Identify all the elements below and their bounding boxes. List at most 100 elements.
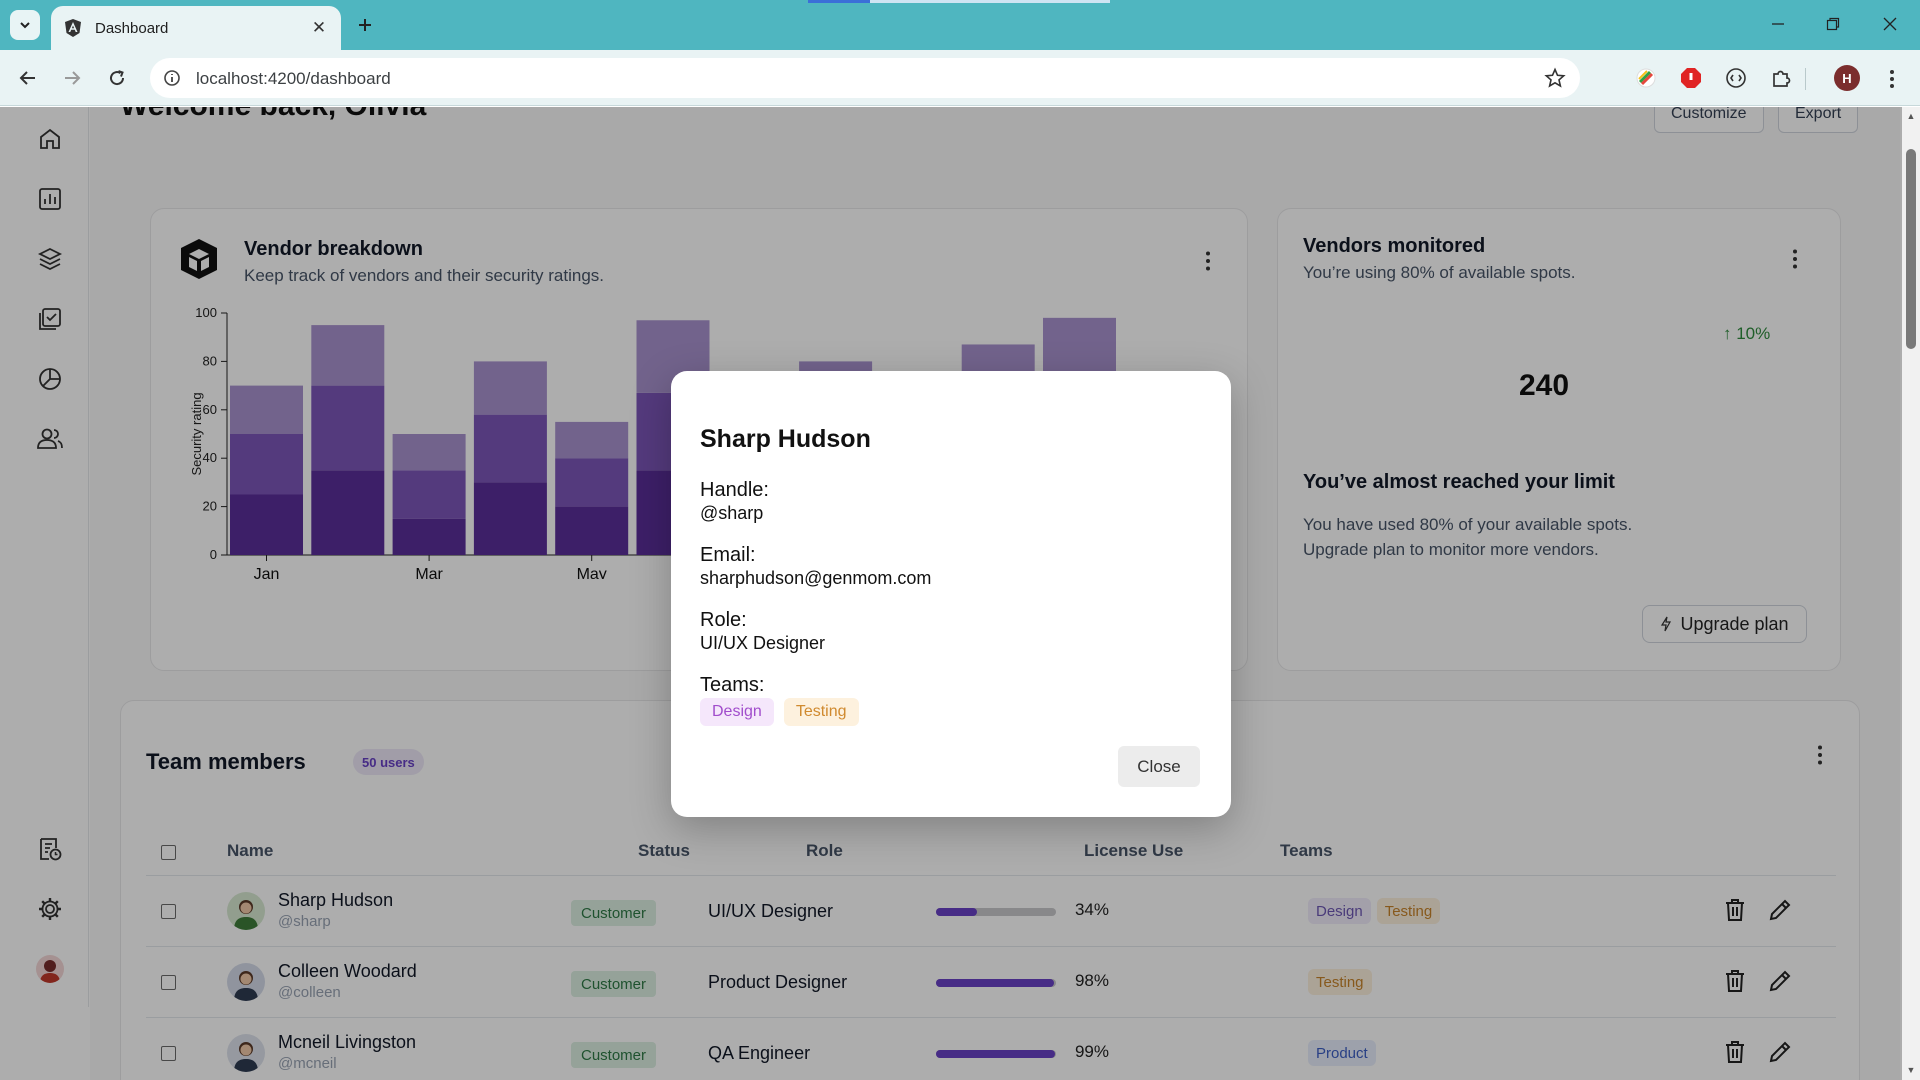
back-button[interactable] bbox=[14, 64, 42, 92]
export-button[interactable]: Export bbox=[1778, 107, 1859, 133]
table-row[interactable]: Sharp Hudson @sharp Customer UI/UX Desig… bbox=[146, 875, 1836, 946]
delete-button[interactable] bbox=[1721, 1038, 1749, 1066]
window-close-button[interactable] bbox=[1870, 8, 1910, 40]
extensions-puzzle-icon[interactable] bbox=[1768, 65, 1794, 91]
loading-bar bbox=[808, 0, 870, 3]
chart-bar-segment bbox=[311, 385, 385, 471]
x-tick-label: Jan bbox=[254, 566, 280, 579]
tab-close-icon[interactable]: ✕ bbox=[311, 18, 327, 37]
sidebar-item-analytics[interactable] bbox=[34, 363, 66, 395]
minimize-button[interactable] bbox=[1758, 8, 1798, 40]
scrollbar-thumb[interactable] bbox=[1906, 149, 1916, 349]
member-role: Product Designer bbox=[708, 972, 848, 992]
reload-icon bbox=[110, 70, 125, 86]
pie-chart-icon bbox=[39, 368, 61, 390]
sidebar-item-layers[interactable] bbox=[34, 243, 66, 275]
edit-button[interactable] bbox=[1766, 1038, 1794, 1066]
extension-stop-icon[interactable] bbox=[1678, 65, 1704, 91]
edit-button[interactable] bbox=[1766, 896, 1794, 924]
checklist-icon bbox=[39, 308, 61, 330]
modal-close-button[interactable]: Close bbox=[1118, 746, 1200, 787]
status-badge: Customer bbox=[571, 900, 657, 926]
vendors-monitored-card: Vendors monitored You’re using 80% of av… bbox=[1277, 208, 1841, 671]
sidebar-item-reports[interactable] bbox=[34, 183, 66, 215]
address-bar[interactable]: localhost:4200/dashboard bbox=[150, 58, 1580, 98]
sidebar-item-home[interactable] bbox=[34, 123, 66, 155]
y-tick-label: 0 bbox=[210, 547, 217, 562]
license-progress-fill bbox=[936, 1050, 1055, 1058]
user-count-badge: 50 users bbox=[353, 749, 424, 775]
column-header-status[interactable]: Status bbox=[638, 841, 690, 860]
extension-code-icon[interactable] bbox=[1723, 65, 1749, 91]
scroll-down-arrow-icon[interactable]: ▼ bbox=[1906, 1065, 1916, 1075]
chart-bar-segment bbox=[473, 361, 547, 415]
toolbar-divider bbox=[1805, 68, 1806, 90]
member-role: QA Engineer bbox=[708, 1043, 811, 1063]
new-tab-button[interactable] bbox=[352, 12, 378, 38]
table-row[interactable]: Mcneil Livingston @mcneil Customer QA En… bbox=[146, 1017, 1836, 1080]
member-name: Colleen Woodard bbox=[278, 961, 417, 981]
avatar bbox=[227, 963, 265, 1001]
scroll-up-arrow-icon[interactable]: ▲ bbox=[1906, 111, 1916, 121]
column-header-name[interactable]: Name bbox=[227, 841, 274, 860]
modal-handle-value: @sharp bbox=[700, 503, 764, 523]
delete-button[interactable] bbox=[1721, 967, 1749, 995]
table-row[interactable]: Colleen Woodard @colleen Customer Produc… bbox=[146, 946, 1836, 1017]
forward-button[interactable] bbox=[58, 64, 86, 92]
license-percent: 34% bbox=[1074, 900, 1109, 919]
restore-button[interactable] bbox=[1813, 8, 1853, 40]
vendors-monitored-title: Vendors monitored bbox=[1303, 235, 1486, 257]
sidebar-item-settings[interactable] bbox=[34, 893, 66, 925]
chart-bar-segment bbox=[473, 482, 547, 555]
team-members-menu[interactable] bbox=[1808, 743, 1832, 767]
browser-toolbar: localhost:4200/dashboard H bbox=[0, 50, 1920, 106]
plus-icon bbox=[359, 19, 371, 31]
member-handle: @colleen bbox=[278, 984, 341, 1001]
y-tick-label: 100 bbox=[195, 305, 217, 320]
page-title: Welcome back, Olivia bbox=[120, 107, 426, 123]
row-checkbox[interactable] bbox=[161, 904, 176, 919]
vendors-monitored-menu[interactable] bbox=[1783, 247, 1807, 271]
vendor-breakdown-menu[interactable] bbox=[1196, 249, 1220, 273]
select-all-checkbox[interactable] bbox=[161, 845, 176, 860]
trash-icon bbox=[1726, 1041, 1744, 1063]
browser-menu-button[interactable] bbox=[1882, 66, 1902, 92]
row-checkbox[interactable] bbox=[161, 1046, 176, 1061]
browser-tab-dashboard[interactable]: Dashboard ✕ bbox=[51, 6, 341, 50]
chart-bar-segment bbox=[392, 518, 466, 555]
reload-button[interactable] bbox=[103, 64, 131, 92]
page-scrollbar[interactable]: ▲ ▼ bbox=[1902, 107, 1920, 1080]
delete-button[interactable] bbox=[1721, 896, 1749, 924]
sidebar-item-users[interactable] bbox=[34, 423, 66, 455]
user-avatar[interactable] bbox=[36, 955, 64, 983]
y-tick-label: 40 bbox=[203, 450, 217, 465]
team-badge: Testing bbox=[1308, 969, 1372, 995]
row-checkbox[interactable] bbox=[161, 975, 176, 990]
url-text[interactable]: localhost:4200/dashboard bbox=[196, 69, 391, 88]
sidebar-item-tasks[interactable] bbox=[34, 303, 66, 335]
users-icon bbox=[37, 428, 63, 449]
column-header-license-use[interactable]: License Use bbox=[1084, 841, 1184, 860]
column-header-role[interactable]: Role bbox=[806, 841, 843, 860]
edit-button[interactable] bbox=[1766, 967, 1794, 995]
customize-button[interactable]: Customize bbox=[1654, 107, 1764, 133]
member-teams: Testing bbox=[1308, 969, 1372, 995]
more-vertical-icon bbox=[1206, 251, 1210, 271]
member-handle: @sharp bbox=[278, 913, 331, 930]
trash-icon bbox=[1726, 970, 1744, 992]
upgrade-plan-button[interactable]: Upgrade plan bbox=[1642, 605, 1807, 643]
tab-search-button[interactable] bbox=[10, 10, 40, 40]
profile-avatar[interactable]: H bbox=[1834, 65, 1860, 91]
chart-bar-segment bbox=[392, 434, 466, 471]
x-tick-label: Mar bbox=[415, 566, 443, 579]
site-info-icon[interactable] bbox=[162, 68, 182, 88]
status-badge: Customer bbox=[571, 971, 657, 997]
member-teams: Design Testing bbox=[1308, 898, 1441, 924]
extension-colorful-icon[interactable] bbox=[1633, 65, 1659, 91]
bookmark-star-icon[interactable] bbox=[1544, 67, 1566, 89]
member-name: Mcneil Livingston bbox=[278, 1032, 417, 1052]
sidebar-item-audit-log[interactable] bbox=[34, 833, 66, 865]
modal-email-value: sharphudson@genmom.com bbox=[700, 568, 932, 588]
column-header-teams[interactable]: Teams bbox=[1280, 841, 1333, 860]
modal-teams-list: Design Testing bbox=[700, 698, 859, 726]
